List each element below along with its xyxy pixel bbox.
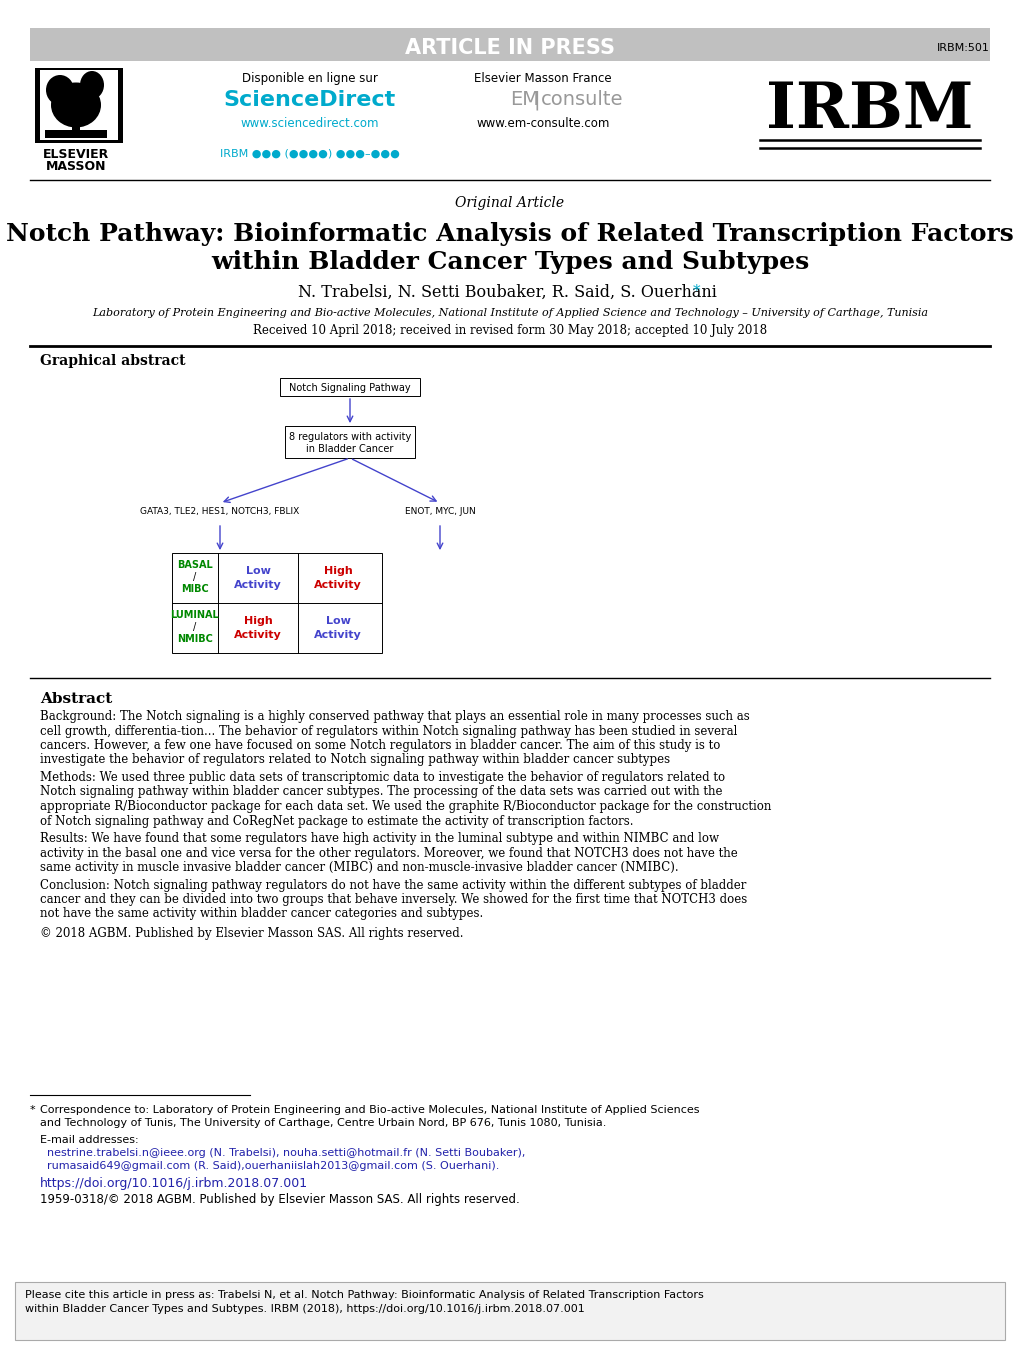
Text: Correspondence to: Laboratory of Protein Engineering and Bio-active Molecules, N: Correspondence to: Laboratory of Protein… bbox=[40, 1105, 699, 1115]
Text: ScienceDirect: ScienceDirect bbox=[223, 91, 395, 109]
Text: www.sciencedirect.com: www.sciencedirect.com bbox=[240, 118, 379, 130]
Text: Activity: Activity bbox=[314, 630, 362, 640]
Text: High: High bbox=[323, 566, 352, 576]
Text: not have the same activity within bladder cancer categories and subtypes.: not have the same activity within bladde… bbox=[40, 908, 483, 920]
Text: ELSEVIER: ELSEVIER bbox=[43, 149, 109, 161]
Bar bbox=[72, 115, 79, 135]
Text: Low: Low bbox=[325, 616, 351, 626]
Text: Background: The Notch signaling is a highly conserved pathway that plays an esse: Background: The Notch signaling is a hig… bbox=[40, 711, 749, 723]
Text: Graphical abstract: Graphical abstract bbox=[40, 354, 185, 367]
Text: and Technology of Tunis, The University of Carthage, Centre Urbain Nord, BP 676,: and Technology of Tunis, The University … bbox=[40, 1119, 605, 1128]
Bar bbox=[284, 426, 415, 458]
Text: Disponible en ligne sur: Disponible en ligne sur bbox=[242, 72, 378, 85]
Text: ARTICLE IN PRESS: ARTICLE IN PRESS bbox=[405, 38, 614, 58]
Text: of Notch signaling pathway and CoRegNet package to estimate the activity of tran: of Notch signaling pathway and CoRegNet … bbox=[40, 815, 633, 828]
Text: consulte: consulte bbox=[540, 91, 623, 109]
Text: NMIBC: NMIBC bbox=[177, 634, 213, 644]
Text: E-mail addresses:: E-mail addresses: bbox=[40, 1135, 139, 1146]
Text: |: | bbox=[534, 91, 540, 109]
Text: nestrine.trabelsi.n@ieee.org (N. Trabelsi), nouha.setti@hotmail.fr (N. Setti Bou: nestrine.trabelsi.n@ieee.org (N. Trabels… bbox=[40, 1148, 529, 1158]
Bar bbox=[30, 28, 989, 61]
Text: MIBC: MIBC bbox=[181, 584, 209, 594]
Text: appropriate R/Bioconductor package for each data set. We used the graphite R/Bio: appropriate R/Bioconductor package for e… bbox=[40, 800, 770, 813]
Text: Low: Low bbox=[246, 566, 270, 576]
Bar bbox=[35, 68, 123, 143]
Text: Received 10 April 2018; received in revised form 30 May 2018; accepted 10 July 2: Received 10 April 2018; received in revi… bbox=[253, 324, 766, 336]
Text: /: / bbox=[194, 621, 197, 632]
Text: ENOT, MYC, JUN: ENOT, MYC, JUN bbox=[405, 507, 475, 516]
Bar bbox=[280, 378, 420, 396]
Text: MASSON: MASSON bbox=[46, 159, 106, 173]
Text: within Bladder Cancer Types and Subtypes: within Bladder Cancer Types and Subtypes bbox=[211, 250, 808, 274]
Text: Elsevier Masson France: Elsevier Masson France bbox=[474, 72, 611, 85]
Text: Conclusion: Notch signaling pathway regulators do not have the same activity wit: Conclusion: Notch signaling pathway regu… bbox=[40, 878, 746, 892]
Text: within Bladder Cancer Types and Subtypes. IRBM (2018), https://doi.org/10.1016/j: within Bladder Cancer Types and Subtypes… bbox=[25, 1304, 584, 1315]
Text: IRBM:501: IRBM:501 bbox=[936, 43, 989, 53]
Bar bbox=[15, 1282, 1004, 1340]
Text: www.em-consulte.com: www.em-consulte.com bbox=[476, 118, 609, 130]
Bar bbox=[45, 130, 107, 138]
Text: BASAL: BASAL bbox=[177, 561, 213, 570]
Text: /: / bbox=[194, 571, 197, 582]
Text: 8 regulators with activity: 8 regulators with activity bbox=[288, 432, 411, 442]
Text: Results: We have found that some regulators have high activity in the luminal su: Results: We have found that some regulat… bbox=[40, 832, 718, 844]
Bar bbox=[40, 70, 118, 141]
Text: Abstract: Abstract bbox=[40, 692, 112, 707]
Ellipse shape bbox=[46, 76, 74, 105]
Ellipse shape bbox=[79, 72, 104, 99]
Text: in Bladder Cancer: in Bladder Cancer bbox=[306, 444, 393, 454]
Text: activity in the basal one and vice versa for the other regulators. Moreover, we : activity in the basal one and vice versa… bbox=[40, 847, 737, 859]
Text: Laboratory of Protein Engineering and Bio-active Molecules, National Institute o: Laboratory of Protein Engineering and Bi… bbox=[92, 308, 927, 317]
Text: © 2018 AGBM. Published by Elsevier Masson SAS. All rights reserved.: © 2018 AGBM. Published by Elsevier Masso… bbox=[40, 927, 463, 940]
Ellipse shape bbox=[51, 82, 101, 127]
Text: cell growth, differentia-tion... The behavior of regulators within Notch signali: cell growth, differentia-tion... The beh… bbox=[40, 724, 737, 738]
Text: *: * bbox=[692, 284, 700, 299]
Text: High: High bbox=[244, 616, 272, 626]
Text: Activity: Activity bbox=[314, 580, 362, 590]
Text: GATA3, TLE2, HES1, NOTCH3, FBLIX: GATA3, TLE2, HES1, NOTCH3, FBLIX bbox=[141, 507, 300, 516]
Text: N. Trabelsi, N. Setti Boubaker, R. Said, S. Ouerhani: N. Trabelsi, N. Setti Boubaker, R. Said,… bbox=[298, 284, 721, 301]
Text: Notch Signaling Pathway: Notch Signaling Pathway bbox=[289, 382, 411, 393]
Text: rumasaid649@gmail.com (R. Said),ouerhaniislah2013@gmail.com (S. Ouerhani).: rumasaid649@gmail.com (R. Said),ouerhani… bbox=[40, 1161, 499, 1171]
Text: Methods: We used three public data sets of transcriptomic data to investigate th: Methods: We used three public data sets … bbox=[40, 771, 725, 784]
Text: Notch Pathway: Bioinformatic Analysis of Related Transcription Factors: Notch Pathway: Bioinformatic Analysis of… bbox=[6, 222, 1013, 246]
Text: *: * bbox=[30, 1105, 36, 1115]
Text: Please cite this article in press as: Trabelsi N, et al. Notch Pathway: Bioinfor: Please cite this article in press as: Tr… bbox=[25, 1290, 703, 1300]
Text: https://doi.org/10.1016/j.irbm.2018.07.001: https://doi.org/10.1016/j.irbm.2018.07.0… bbox=[40, 1177, 308, 1190]
Text: 1959-0318/© 2018 AGBM. Published by Elsevier Masson SAS. All rights reserved.: 1959-0318/© 2018 AGBM. Published by Else… bbox=[40, 1193, 520, 1206]
Text: Activity: Activity bbox=[234, 580, 281, 590]
Text: Notch signaling pathway within bladder cancer subtypes. The processing of the da: Notch signaling pathway within bladder c… bbox=[40, 785, 721, 798]
Bar bbox=[172, 553, 382, 653]
Text: IRBM ●●● (●●●●) ●●●–●●●: IRBM ●●● (●●●●) ●●●–●●● bbox=[220, 149, 399, 158]
Text: EM: EM bbox=[510, 91, 538, 109]
Text: IRBM: IRBM bbox=[765, 80, 973, 141]
Text: cancer and they can be divided into two groups that behave inversely. We showed : cancer and they can be divided into two … bbox=[40, 893, 747, 907]
Text: same activity in muscle invasive bladder cancer (MIBC) and non-muscle-invasive b: same activity in muscle invasive bladder… bbox=[40, 861, 678, 874]
Text: Original Article: Original Article bbox=[455, 196, 564, 209]
Text: investigate the behavior of regulators related to Notch signaling pathway within: investigate the behavior of regulators r… bbox=[40, 754, 669, 766]
Text: LUMINAL: LUMINAL bbox=[170, 611, 219, 620]
Text: cancers. However, a few one have focused on some Notch regulators in bladder can: cancers. However, a few one have focused… bbox=[40, 739, 719, 753]
Text: Activity: Activity bbox=[234, 630, 281, 640]
